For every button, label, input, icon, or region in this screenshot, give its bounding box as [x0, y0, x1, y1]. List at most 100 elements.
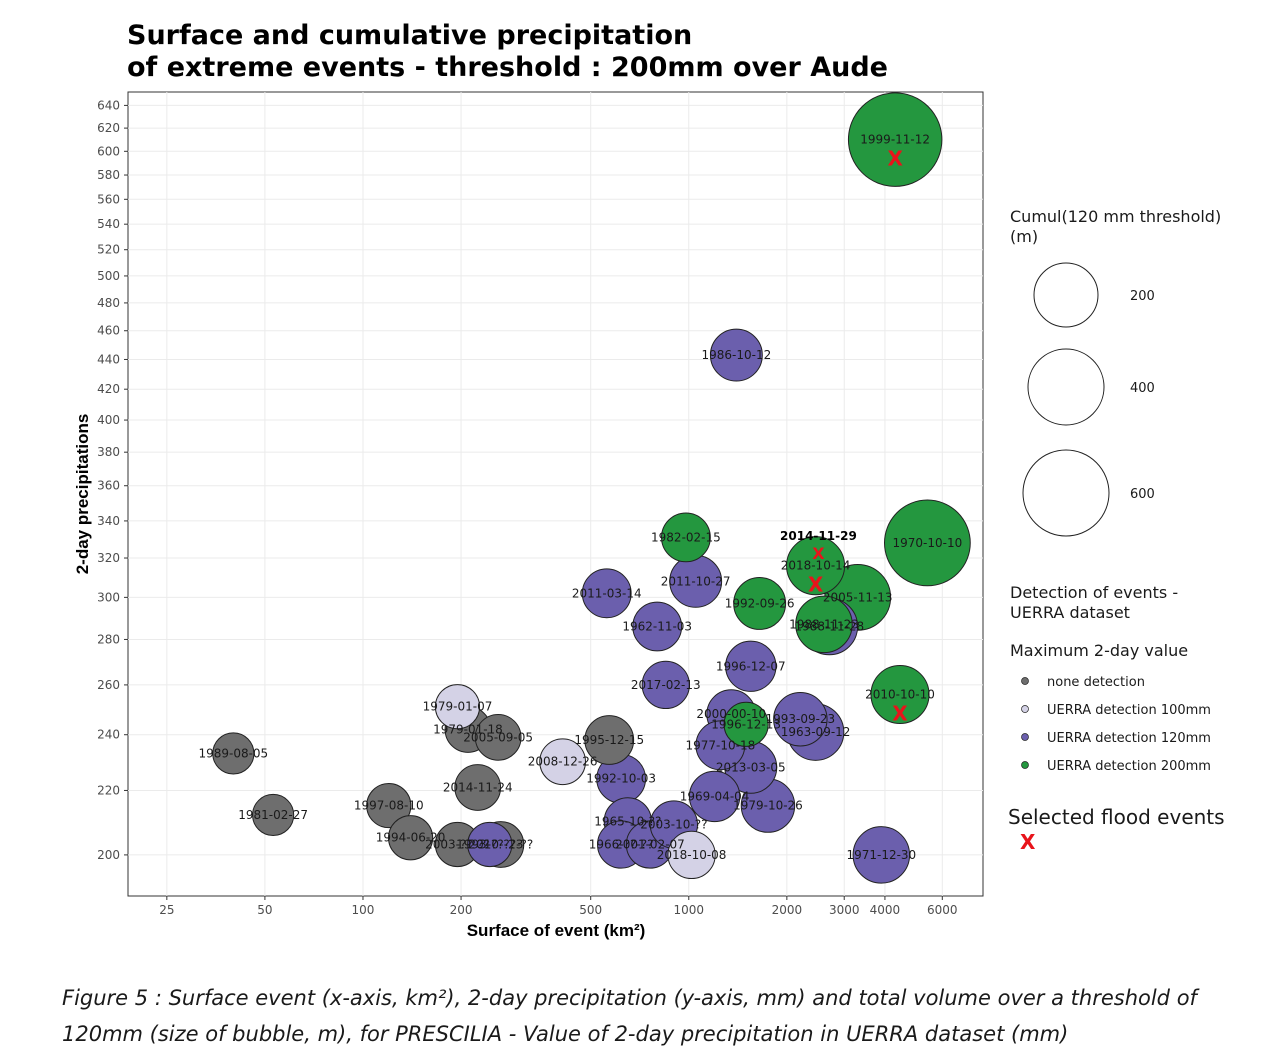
figure: Surface and cumulative precipitation of …: [73, 20, 1225, 940]
bubble-label: 1995-12-15: [574, 733, 644, 747]
bubble-label: 1986-10-12: [702, 348, 772, 362]
x-tick-label: 50: [257, 903, 272, 917]
size-legend-title-2: (m): [1010, 227, 1038, 246]
bubble-label: 1977-10-18: [685, 738, 755, 752]
y-tick-label: 320: [97, 551, 120, 565]
x-tick-label: 500: [579, 903, 602, 917]
bubble-1988-11-23: [795, 595, 853, 654]
x-tick-label: 100: [352, 903, 375, 917]
y-tick-label: 480: [97, 296, 120, 310]
y-tick-label: 300: [97, 590, 120, 604]
selected-mark: X: [892, 701, 908, 725]
bubble-label: 1996-12-13: [711, 717, 781, 731]
bubble-label: 1982-02-15: [651, 530, 721, 544]
bubble-1989-08-05: [212, 732, 255, 775]
bubble-2018-10-08: [667, 830, 716, 880]
bubble-label: 1994-06-20: [376, 831, 446, 845]
bubbles: [212, 92, 971, 884]
legend-key-none-detection: [1021, 677, 1029, 685]
bubble-1982-02-15: [661, 512, 711, 563]
legend-label-detection-120: UERRA detection 120mm: [1047, 731, 1211, 746]
legend-key-detection-100: [1021, 705, 1029, 713]
bubble-labels: 1999-11-12 1970-10-10 2010-10-10 2005-11-13…: [198, 133, 962, 862]
y-tick-label: 360: [97, 479, 120, 493]
bubble-label: 1988-11-23: [789, 617, 859, 631]
bubble-1993-09-23: [773, 692, 828, 747]
legend-label-detection-100: UERRA detection 100mm: [1047, 703, 1211, 718]
bubble-1970-10-10: [884, 499, 971, 587]
bubble-label: 1993-??-23: [456, 838, 523, 852]
chart-title-line2: of extreme events - threshold : 200mm ov…: [127, 52, 888, 83]
bubble-label: 1963-09-12: [781, 725, 851, 739]
y-tick-label: 400: [97, 413, 120, 427]
size-legend-circle-400: [1027, 348, 1105, 426]
y-tick-label: 200: [97, 848, 120, 862]
bubble-1962-11-03: [632, 601, 683, 652]
bubble-label: 2010-??-??: [469, 838, 534, 852]
bubble-2017-02-13: [641, 660, 690, 710]
bubble-label: 2017-02-13: [631, 678, 701, 692]
bubble-1992-09-26: [733, 577, 787, 630]
size-legend-circle-200: [1033, 262, 1099, 328]
size-legend-label-600: 600: [1130, 487, 1155, 502]
bubble-label: 2003-??-??: [425, 838, 490, 852]
bubble-label: 2005-09-05: [463, 730, 533, 744]
bubble-label: 1970-10-10: [893, 536, 963, 550]
bubble-label: 1992-10-03: [586, 772, 656, 786]
bubble-label: 1971-12-30: [846, 848, 916, 862]
y-tick-label: 640: [97, 98, 120, 112]
y-axis-ticks: 200 220 240 260 280 300 320 340 360 380 400 420 440 4…: [97, 98, 128, 862]
bubble-label: 1993-09-23: [765, 712, 835, 726]
selected-legend-title: Selected flood events: [1008, 805, 1225, 829]
chart-title-line1: Surface and cumulative precipitation: [127, 20, 692, 51]
y-tick-label: 560: [97, 192, 120, 206]
size-legend-title-1: Cumul(120 mm threshold): [1010, 207, 1221, 226]
bubble-2005-09-05: [474, 713, 522, 761]
size-legend-circle-600: [1022, 449, 1110, 537]
size-legend-label-200: 200: [1130, 289, 1155, 304]
y-tick-label: 220: [97, 783, 120, 797]
bubble-label: 2018-10-14: [781, 559, 851, 573]
bubble-1971-12-30: [852, 826, 911, 884]
x-tick-label: 200: [450, 903, 473, 917]
annotation-mark: X: [812, 544, 825, 563]
y-tick-label: 440: [97, 352, 120, 366]
y-tick-label: 260: [97, 678, 120, 692]
x-tick-label: 2000: [772, 903, 803, 917]
grid: [128, 92, 983, 896]
bubble-label: 1979-01-07: [423, 700, 493, 714]
bubble-label: 1979-01-18: [433, 722, 503, 736]
x-tick-label: 1000: [674, 903, 705, 917]
selected-mark: X: [808, 573, 824, 597]
x-tick-label: 4000: [870, 903, 901, 917]
bubble-label: 1997-08-10: [354, 799, 424, 813]
bubble-label: 1996-12-07: [716, 659, 786, 673]
max-value-legend-title: Maximum 2-day value: [1010, 641, 1188, 660]
bubble-1996-12-13: [723, 701, 769, 747]
bubble-label: 1969-04-04: [680, 789, 750, 803]
y-axis-title: 2-day precipitations: [73, 414, 92, 575]
bubble-label: 1988-11-28: [794, 620, 864, 634]
bubble-label: 1981-02-27: [238, 808, 308, 822]
size-legend-label-400: 400: [1130, 381, 1155, 396]
bubble-1995-12-15: [584, 715, 635, 765]
y-tick-label: 520: [97, 243, 120, 257]
bubble-1979-01-07: [434, 684, 481, 730]
x-tick-label: 3000: [829, 903, 860, 917]
annotation-label: 2014-11-29: [780, 529, 857, 543]
selected-legend-symbol: X: [1020, 830, 1036, 854]
bubble-1986-10-12: [709, 328, 763, 382]
bubble-label: 1999-11-12: [860, 133, 930, 147]
y-tick-label: 240: [97, 728, 120, 742]
y-tick-label: 420: [97, 382, 120, 396]
legend-key-detection-120: [1021, 733, 1029, 741]
bubble-label: 2011-03-14: [572, 586, 642, 600]
y-tick-label: 380: [97, 445, 120, 459]
y-tick-label: 600: [97, 144, 120, 158]
y-tick-label: 460: [97, 324, 120, 338]
bubble-1969-04-04: [688, 770, 741, 823]
bubble-label: 2008-12-26: [528, 755, 598, 769]
legend-key-detection-200: [1021, 761, 1029, 769]
bubble-1996-12-07: [725, 640, 777, 692]
